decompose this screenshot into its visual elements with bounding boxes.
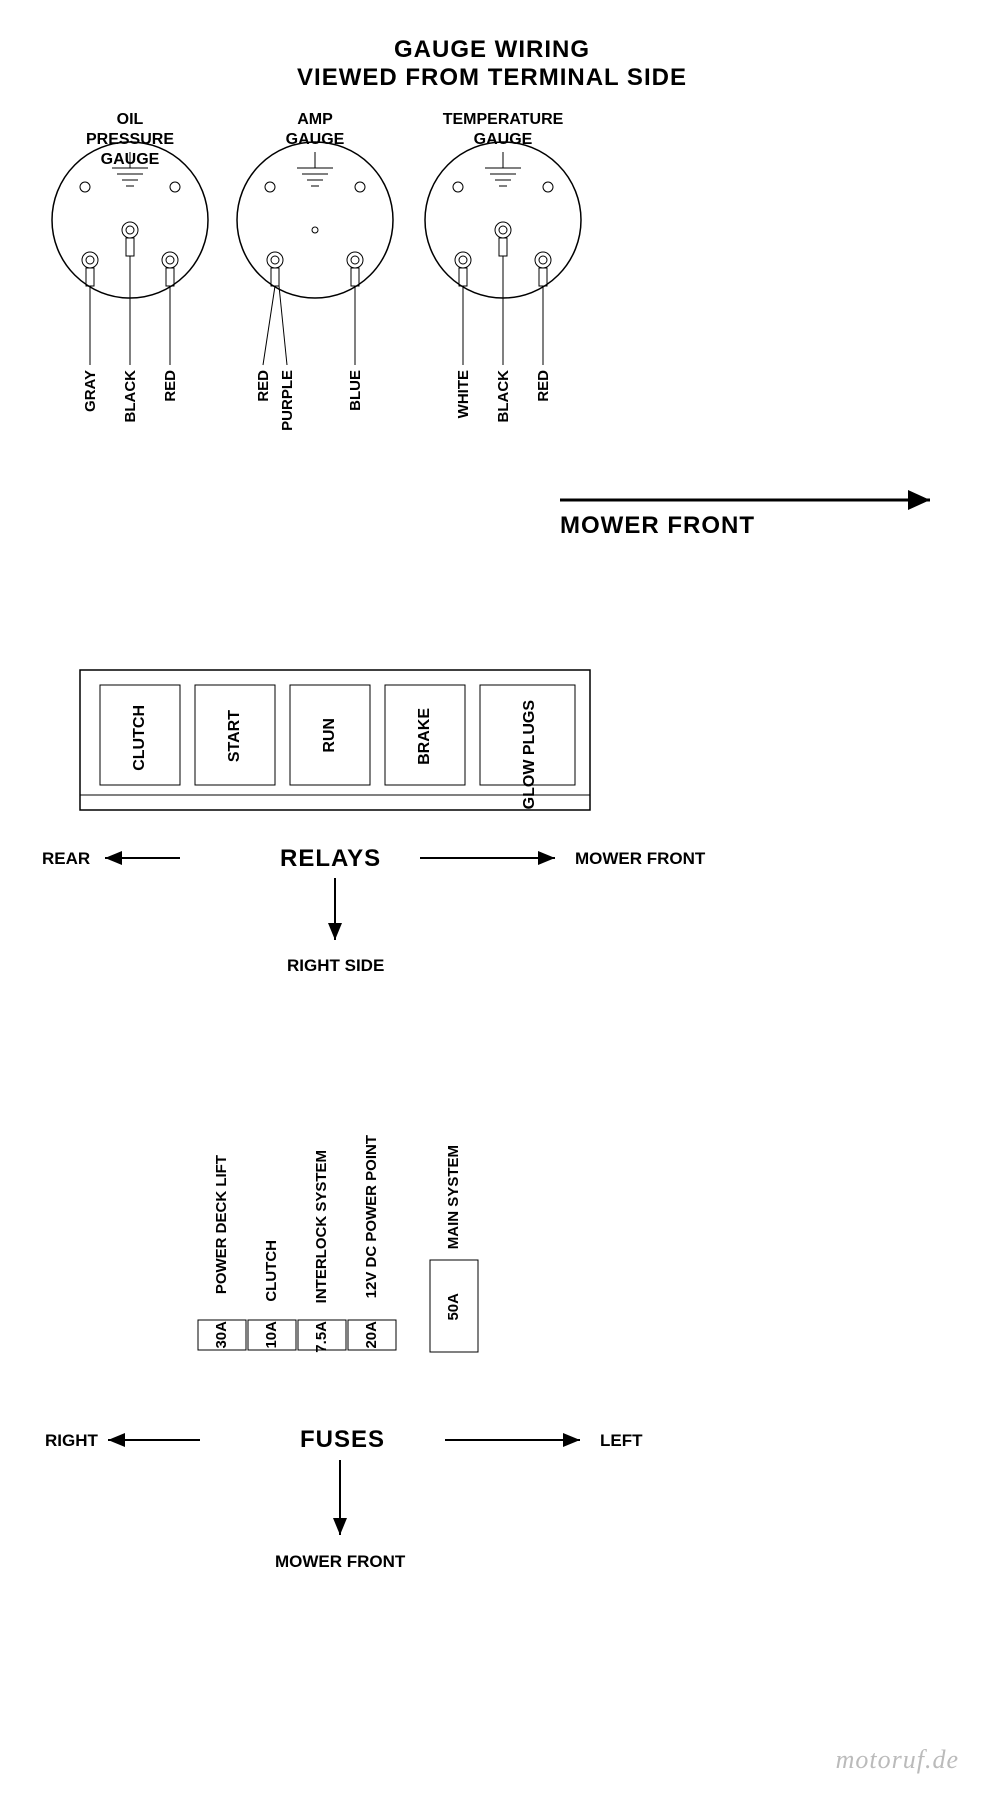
wire-g3-2: BLACK <box>495 370 512 423</box>
gauge-3-label: TEMPERATURE GAUGE <box>433 110 573 150</box>
fuses-left: LEFT <box>600 1431 643 1451</box>
relay-2: START <box>226 710 244 762</box>
relay-4: BRAKE <box>416 708 434 765</box>
relay-5: GLOW PLUGS <box>510 700 550 814</box>
main-title-2: VIEWED FROM TERMINAL SIDE <box>0 64 984 92</box>
relay-3: RUN <box>321 718 339 753</box>
main-title-1: GAUGE WIRING <box>0 36 984 64</box>
fuse-main-name: MAIN SYSTEM <box>445 1145 462 1249</box>
fuse-2-name: CLUTCH <box>263 1240 280 1302</box>
wire-g3-1: WHITE <box>455 370 472 418</box>
fuse-1-name: POWER DECK LIFT <box>213 1155 230 1294</box>
fuses-bottom: MOWER FRONT <box>275 1552 405 1572</box>
gauge-2-label: AMP GAUGE <box>245 110 385 150</box>
wire-g1-3: RED <box>162 370 179 402</box>
fuses-label: FUSES <box>300 1426 385 1454</box>
watermark: motoruf.de <box>836 1745 959 1775</box>
relay-label: RELAYS <box>280 845 381 873</box>
fuses-right: RIGHT <box>45 1431 98 1451</box>
relay-rear: REAR <box>42 849 90 869</box>
fuse-3-name: INTERLOCK SYSTEM <box>313 1150 330 1303</box>
fuses-svg <box>0 1100 984 1620</box>
relay-front: MOWER FRONT <box>575 849 705 869</box>
fuse-3-amp: 7.5A <box>313 1321 330 1353</box>
wire-g1-2: BLACK <box>122 370 139 423</box>
relays-svg <box>0 640 984 960</box>
fuse-4-name: 12V DC POWER POINT <box>363 1135 380 1298</box>
fuse-4-amp: 20A <box>363 1321 380 1349</box>
fuse-main-amp: 50A <box>445 1293 462 1321</box>
gauge-1-label: OIL PRESSURE GAUGE <box>60 110 200 170</box>
wire-g2-2b: PURPLE <box>279 370 296 431</box>
mower-front-top: MOWER FRONT <box>560 512 755 540</box>
wire-g3-3: RED <box>535 370 552 402</box>
fuse-1-amp: 30A <box>213 1321 230 1349</box>
wire-g1-1: GRAY <box>82 370 99 412</box>
fuse-2-amp: 10A <box>263 1321 280 1349</box>
relay-1: CLUTCH <box>131 705 149 771</box>
wire-g2-1: RED <box>255 370 272 402</box>
wire-g2-3: BLUE <box>347 370 364 411</box>
gauges-svg <box>0 100 984 620</box>
relay-bottom: RIGHT SIDE <box>287 956 384 976</box>
